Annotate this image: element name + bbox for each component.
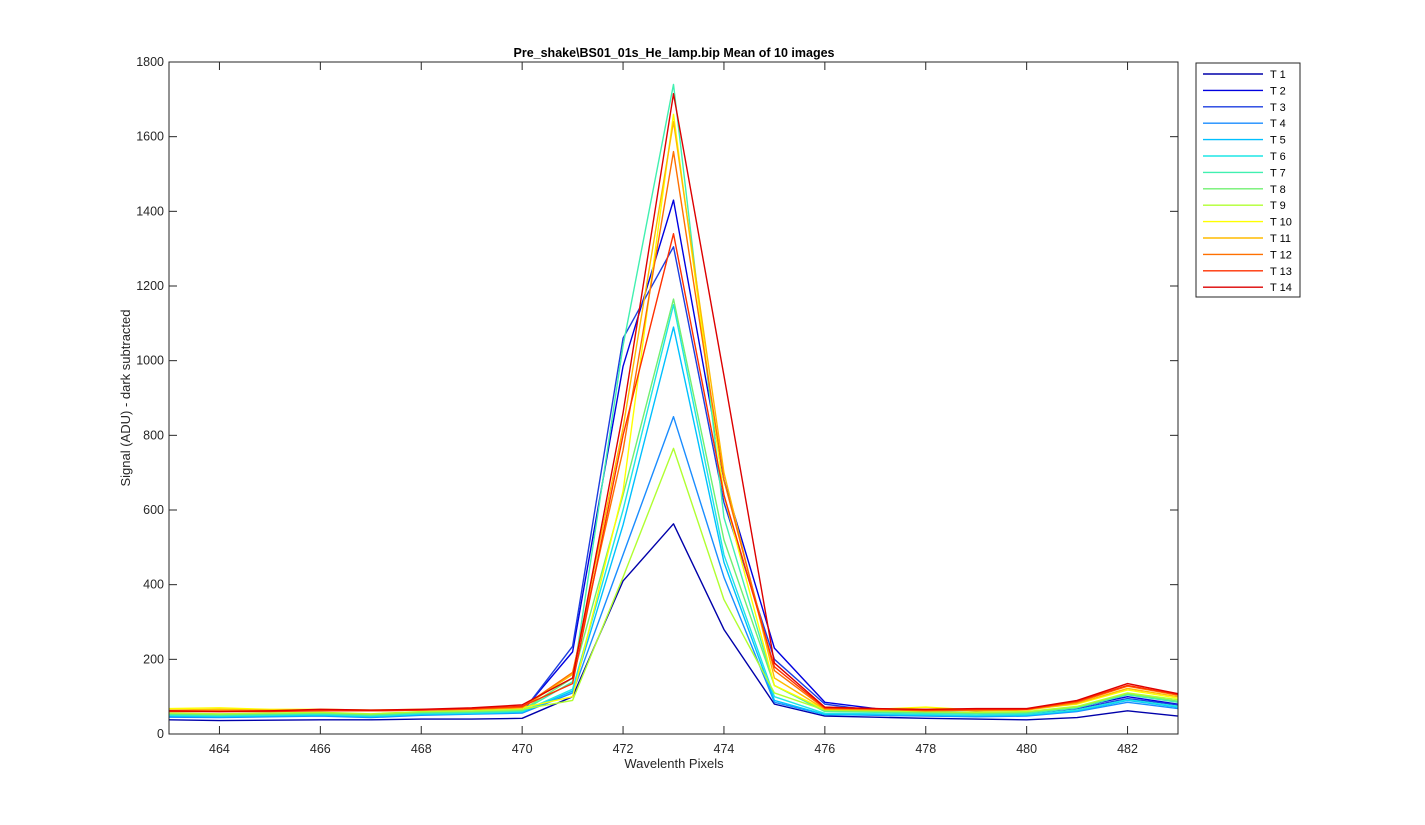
series-line-t13 [169,233,1179,713]
x-tick-label: 478 [915,742,936,756]
x-tick-label: 476 [814,742,835,756]
y-tick-label: 1800 [136,55,164,69]
y-tick-label: 1600 [136,130,164,144]
x-tick-label: 480 [1016,742,1037,756]
series-line-t9 [168,447,1179,715]
legend-label-t12: T 12 [1270,249,1292,261]
legend-label-t8: T 8 [1270,184,1286,196]
x-tick-label: 466 [310,742,331,756]
x-tick-label: 474 [714,742,735,756]
legend-label-t7: T 7 [1270,167,1286,179]
series-line-t7 [168,83,1179,717]
series-line-t5 [168,326,1179,718]
axes-background [169,62,1178,734]
y-tick-label: 200 [143,652,164,666]
legend-label-t9: T 9 [1270,200,1286,212]
y-tick-label: 600 [143,503,164,517]
plot-area: 464 466 468 470 472 474 476 478 480 482 0 200 400 600… [136,55,1179,756]
legend-label-t2: T 2 [1270,85,1286,97]
series-layer [168,83,1179,722]
legend: T 1 T 2 T 3 T 4 T 5 T 6 T 7 T 8 T 9 T 10 T 11 T 12 T… [1195,62,1301,298]
chart-title: Pre_shake\BS01_01s_He_lamp.bip Mean of 1… [514,46,835,60]
legend-label-t1: T 1 [1270,69,1286,81]
y-tick-label: 1200 [136,279,164,293]
y-tick-label: 800 [143,428,164,442]
legend-label-t11: T 11 [1270,233,1291,245]
series-line-t14 [168,93,1179,713]
y-axis-label: Signal (ADU) - dark subtracted [118,309,133,486]
legend-label-t4: T 4 [1270,118,1286,130]
legend-label-t5: T 5 [1270,135,1286,147]
legend-items: T 1 T 2 T 3 T 4 T 5 T 6 T 7 T 8 T 9 T 10 T 11 T 12 T… [1203,69,1292,294]
ticks-layer: 464 466 468 470 472 474 476 478 480 482 0 200 400 600… [136,55,1178,756]
x-tick-label: 464 [209,742,230,756]
legend-label-t14: T 14 [1270,282,1292,294]
legend-box [1195,62,1301,298]
x-axis-label: Wavelenth Pixels [624,756,724,771]
x-tick-label: 470 [512,742,533,756]
series-line-t6 [168,303,1179,717]
x-tick-label: 472 [613,742,634,756]
y-tick-label: 400 [143,578,164,592]
axes-box [168,61,1179,735]
x-tick-label: 468 [411,742,432,756]
series-line-t8 [168,298,1179,716]
y-tick-label: 1400 [136,204,164,218]
legend-label-t13: T 13 [1270,266,1292,278]
legend-label-t3: T 3 [1270,102,1286,114]
y-tick-label: 1000 [136,354,164,368]
series-line-t1 [168,523,1179,722]
x-tick-label: 482 [1117,742,1138,756]
legend-label-t10: T 10 [1270,217,1292,229]
legend-label-t6: T 6 [1270,151,1286,163]
y-tick-label: 0 [157,727,164,741]
series-line-t4 [168,415,1179,719]
